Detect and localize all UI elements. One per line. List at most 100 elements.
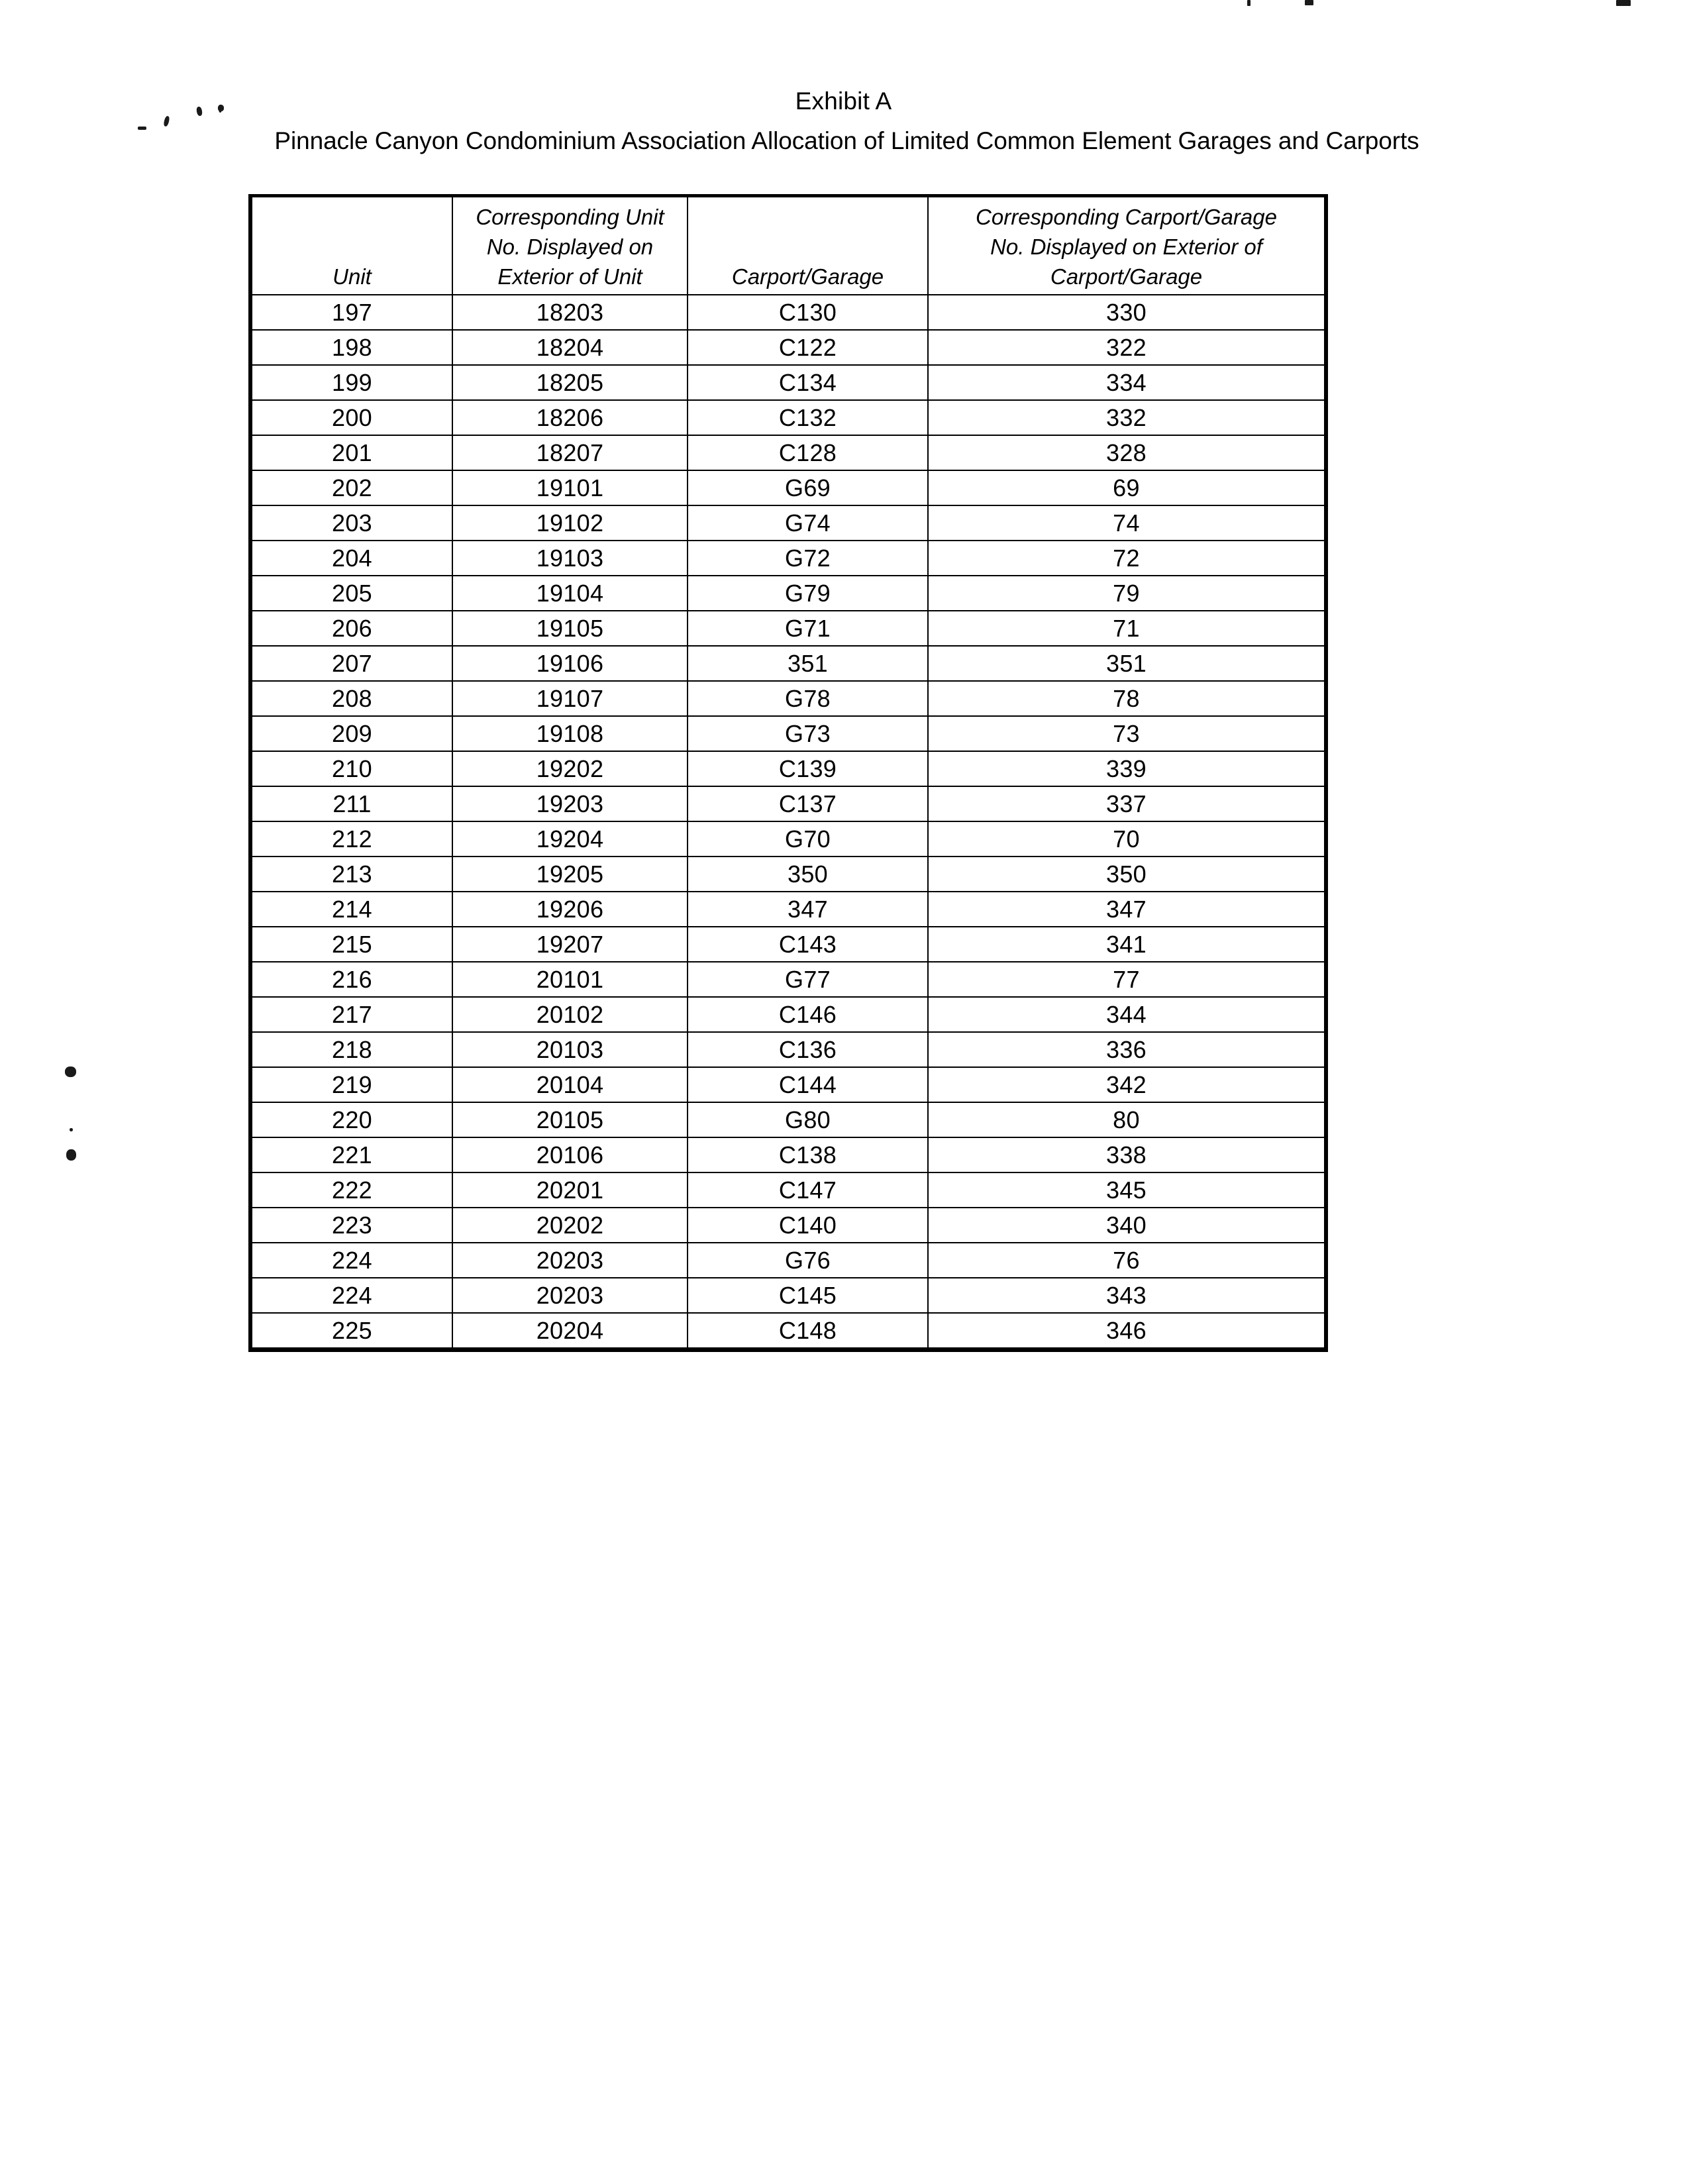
cell-unit: 224 — [250, 1277, 453, 1314]
cell-unit: 212 — [250, 821, 453, 857]
cell-corresponding-unit-no: 18207 — [452, 435, 688, 471]
cell-corresponding-carport-garage-no: 340 — [927, 1207, 1327, 1243]
table-row: 215 19207 C143 341 — [250, 926, 1327, 962]
cell-corresponding-carport-garage-no: 78 — [927, 680, 1327, 717]
cell-carport-garage: C148 — [687, 1312, 929, 1351]
table-row: 212 19204 G70 70 — [250, 821, 1327, 857]
cell-corresponding-unit-no: 19104 — [452, 575, 688, 611]
cell-corresponding-unit-no: 19102 — [452, 505, 688, 541]
cell-corresponding-unit-no: 20104 — [452, 1066, 688, 1103]
column-header-line: Unit — [332, 264, 372, 289]
exhibit-title-container: Exhibit A — [0, 86, 1687, 117]
cell-corresponding-carport-garage-no: 328 — [927, 435, 1327, 471]
cell-corresponding-carport-garage-no: 332 — [927, 399, 1327, 436]
cell-corresponding-unit-no: 19108 — [452, 715, 688, 752]
cell-carport-garage: G78 — [687, 680, 929, 717]
table-row: 225 20204 C148 346 — [250, 1312, 1327, 1351]
column-header-line: No. Displayed on — [486, 234, 654, 259]
cell-corresponding-carport-garage-no: 344 — [927, 996, 1327, 1033]
cell-corresponding-unit-no: 19107 — [452, 680, 688, 717]
cell-corresponding-carport-garage-no: 80 — [927, 1102, 1327, 1138]
cell-unit: 215 — [250, 926, 453, 962]
table-row: 211 19203 C137 337 — [250, 786, 1327, 822]
table-row: 218 20103 C136 336 — [250, 1031, 1327, 1068]
cell-unit: 202 — [250, 470, 453, 506]
cell-corresponding-unit-no: 19106 — [452, 645, 688, 682]
cell-corresponding-carport-garage-no: 338 — [927, 1137, 1327, 1173]
cell-corresponding-carport-garage-no: 79 — [927, 575, 1327, 611]
cell-corresponding-unit-no: 19204 — [452, 821, 688, 857]
cell-corresponding-carport-garage-no: 73 — [927, 715, 1327, 752]
cell-unit: 203 — [250, 505, 453, 541]
table-row: 197 18203 C130 330 — [250, 294, 1327, 331]
cell-carport-garage: G80 — [687, 1102, 929, 1138]
cell-corresponding-unit-no: 20103 — [452, 1031, 688, 1068]
cell-corresponding-carport-garage-no: 343 — [927, 1277, 1327, 1314]
scan-artifact-icon — [66, 1149, 76, 1161]
cell-unit: 221 — [250, 1137, 453, 1173]
table-row: 220 20105 G80 80 — [250, 1102, 1327, 1138]
cell-corresponding-carport-garage-no: 71 — [927, 610, 1327, 647]
scan-artifact-icon — [1305, 0, 1313, 5]
cell-corresponding-carport-garage-no: 351 — [927, 645, 1327, 682]
cell-unit: 224 — [250, 1242, 453, 1278]
table-row: 199 18205 C134 334 — [250, 364, 1327, 401]
cell-carport-garage: C132 — [687, 399, 929, 436]
cell-corresponding-unit-no: 18203 — [452, 294, 688, 331]
cell-corresponding-unit-no: 20101 — [452, 961, 688, 998]
table-row: 219 20104 C144 342 — [250, 1066, 1327, 1103]
cell-corresponding-carport-garage-no: 322 — [927, 329, 1327, 366]
table-row: 200 18206 C132 332 — [250, 399, 1327, 436]
cell-unit: 204 — [250, 540, 453, 576]
scan-artifact-icon — [1247, 0, 1251, 6]
table-row: 217 20102 C146 344 — [250, 996, 1327, 1033]
cell-carport-garage: G73 — [687, 715, 929, 752]
cell-carport-garage: 347 — [687, 891, 929, 927]
cell-carport-garage: G74 — [687, 505, 929, 541]
cell-carport-garage: C128 — [687, 435, 929, 471]
cell-unit: 205 — [250, 575, 453, 611]
table-body: 197 18203 C130 330 198 18204 C122 322 199 18205 C1… — [250, 294, 1327, 1351]
scan-artifact-icon — [218, 105, 224, 111]
cell-corresponding-unit-no: 20202 — [452, 1207, 688, 1243]
cell-unit: 199 — [250, 364, 453, 401]
table-row: 202 19101 G69 69 — [250, 470, 1327, 506]
table-row: 221 20106 C138 338 — [250, 1137, 1327, 1173]
cell-unit: 225 — [250, 1312, 453, 1351]
cell-carport-garage: 350 — [687, 856, 929, 892]
cell-carport-garage: C146 — [687, 996, 929, 1033]
cell-unit: 222 — [250, 1172, 453, 1208]
scan-artifact-icon — [1616, 0, 1631, 6]
cell-corresponding-carport-garage-no: 350 — [927, 856, 1327, 892]
cell-unit: 208 — [250, 680, 453, 717]
cell-unit: 206 — [250, 610, 453, 647]
cell-unit: 210 — [250, 751, 453, 787]
cell-carport-garage: C134 — [687, 364, 929, 401]
table-row: 206 19105 G71 71 — [250, 610, 1327, 647]
cell-carport-garage: C140 — [687, 1207, 929, 1243]
cell-corresponding-carport-garage-no: 70 — [927, 821, 1327, 857]
table-row: 222 20201 C147 345 — [250, 1172, 1327, 1208]
cell-carport-garage: C139 — [687, 751, 929, 787]
cell-corresponding-unit-no: 20201 — [452, 1172, 688, 1208]
cell-carport-garage: G76 — [687, 1242, 929, 1278]
table-row: 209 19108 G73 73 — [250, 715, 1327, 752]
cell-unit: 209 — [250, 715, 453, 752]
scan-artifact-icon — [138, 127, 146, 130]
column-header-unit: Unit — [250, 195, 453, 295]
cell-carport-garage: C138 — [687, 1137, 929, 1173]
scan-artifact-icon — [65, 1066, 76, 1077]
cell-carport-garage: C130 — [687, 294, 929, 331]
table-row: 203 19102 G74 74 — [250, 505, 1327, 541]
table-row: 224 20203 C145 343 — [250, 1277, 1327, 1314]
cell-corresponding-unit-no: 18204 — [452, 329, 688, 366]
cell-unit: 214 — [250, 891, 453, 927]
cell-corresponding-carport-garage-no: 346 — [927, 1312, 1327, 1351]
cell-corresponding-unit-no: 20203 — [452, 1277, 688, 1314]
cell-unit: 213 — [250, 856, 453, 892]
cell-unit: 200 — [250, 399, 453, 436]
allocation-table-container: Unit Corresponding Unit No. Displayed on E… — [248, 194, 1328, 1352]
cell-corresponding-unit-no: 18206 — [452, 399, 688, 436]
column-header-line: Corresponding Carport/Garage — [976, 205, 1277, 229]
cell-corresponding-carport-garage-no: 341 — [927, 926, 1327, 962]
